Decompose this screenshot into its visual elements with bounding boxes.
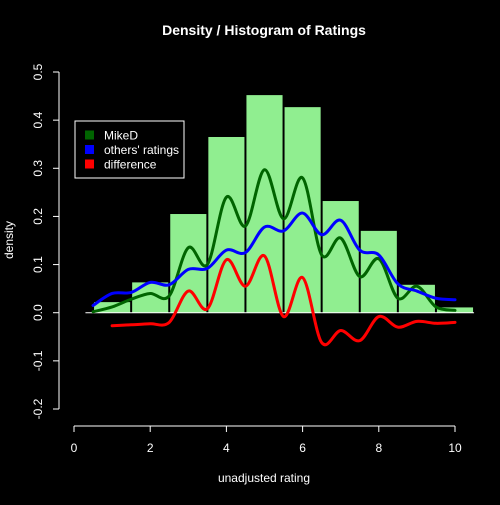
y-tick-label: 0.1 [31, 256, 45, 273]
legend-box [74, 120, 185, 179]
histogram-bar [322, 201, 359, 313]
x-axis-label: unadjusted rating [218, 471, 310, 485]
legend-label: difference [104, 158, 157, 172]
density-curves [91, 168, 457, 347]
y-tick-label: -0.2 [31, 398, 45, 419]
histogram-bar [208, 136, 245, 313]
y-tick-label: 0.5 [31, 63, 45, 80]
x-tick-label: 4 [223, 441, 230, 455]
y-axis-label: density [2, 221, 16, 259]
series-line-difference [110, 254, 457, 347]
y-axis: -0.2 -0.1 0.0 0.1 0.2 0.3 0.4 0.5 [31, 63, 60, 419]
series-line-others-ratings [91, 211, 457, 307]
x-tick-label: 2 [147, 441, 154, 455]
x-tick-label: 8 [375, 441, 382, 455]
legend-swatch [85, 159, 94, 169]
y-tick-label: 0.3 [31, 160, 45, 177]
y-tick-label: 0.0 [31, 304, 45, 321]
chart-title: Density / Histogram of Ratings [162, 22, 366, 38]
y-tick-label: -0.1 [31, 350, 45, 371]
x-tick-label: 6 [299, 441, 306, 455]
x-tick-label: 0 [71, 441, 78, 455]
legend-swatch [85, 145, 94, 154]
y-tick-label: 0.2 [31, 208, 45, 225]
y-tick-label: 0.4 [31, 111, 45, 128]
legend-swatch [85, 130, 94, 140]
histogram-bars [94, 95, 474, 313]
series-line-miked [91, 168, 457, 314]
legend-label: MikeD [104, 129, 138, 143]
x-axis: 0 2 4 6 8 10 [71, 425, 462, 455]
legend-label: others' ratings [104, 143, 179, 157]
x-tick-label: 10 [448, 441, 462, 455]
